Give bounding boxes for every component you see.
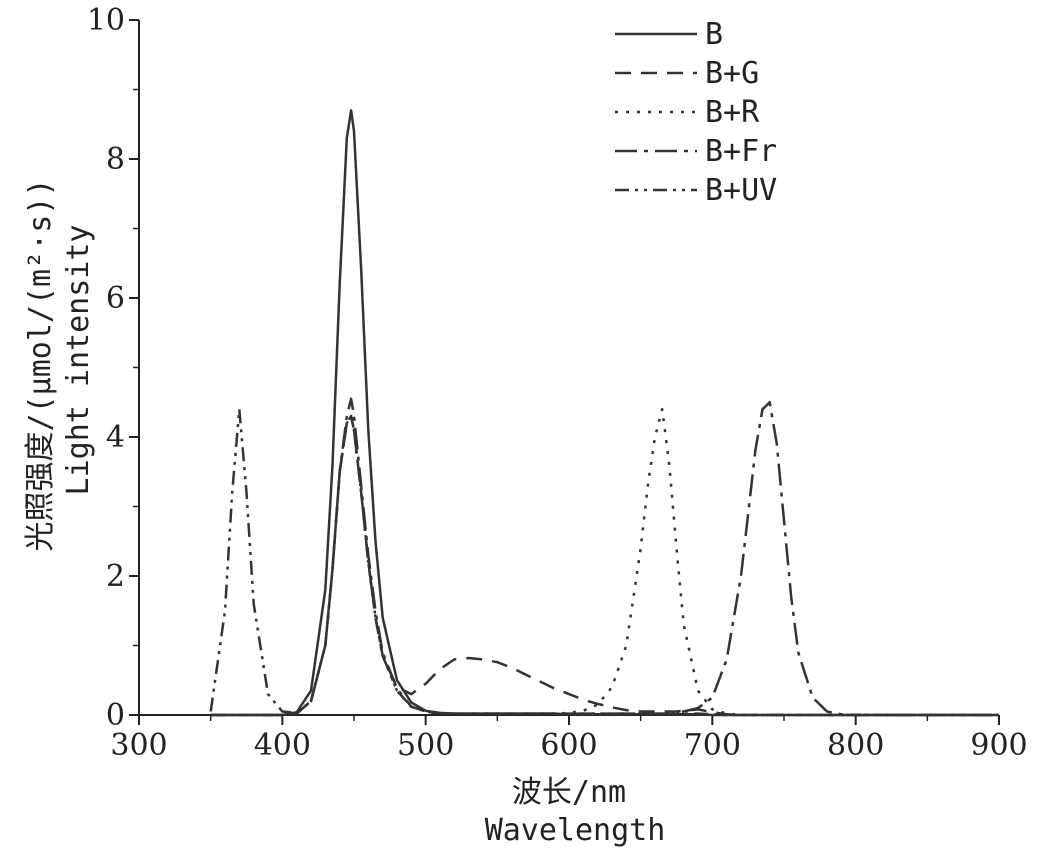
x-tick-label-600: 600 <box>540 728 597 763</box>
x-tick-label-400: 400 <box>254 728 311 763</box>
legend-label-b-g: B+G <box>705 56 759 91</box>
legend-label-b: B <box>705 17 723 52</box>
series-line-b-r <box>210 407 999 717</box>
axis-ticks <box>129 19 1000 725</box>
y-tick-label-10: 10 <box>87 3 125 38</box>
legend-label-b-fr: B+Fr <box>705 134 777 169</box>
y-tick-label-2: 2 <box>106 559 125 594</box>
y-tick-label-8: 8 <box>106 142 125 177</box>
x-tick-label-500: 500 <box>397 728 454 763</box>
x-tick-label-300: 300 <box>110 728 167 763</box>
series-lines <box>209 109 999 717</box>
y-tick-label-6: 6 <box>106 281 125 316</box>
series-line-b-uv <box>209 407 999 717</box>
x-axis-title-en: Wavelength <box>485 813 666 848</box>
legend: B B+G B+R B+Fr B+UV <box>615 17 777 208</box>
y-axis-title-en: Light intensity <box>61 225 96 496</box>
legend-label-b-r: B+R <box>705 95 760 130</box>
x-tick-label-800: 800 <box>827 728 884 763</box>
x-tick-label-900: 900 <box>970 728 1027 763</box>
x-tick-label-700: 700 <box>684 728 741 763</box>
series-line-b-fr <box>210 397 999 717</box>
legend-label-b-uv: B+UV <box>705 173 777 208</box>
series-line-b <box>210 109 999 717</box>
y-axis-title-cn: 光照强度/(μmol/(m²·s)) <box>23 179 58 552</box>
y-tick-label-0: 0 <box>106 698 125 733</box>
x-axis-title-cn: 波长/nm <box>512 775 626 810</box>
series-line-b-g <box>210 414 999 717</box>
axis-tick-labels: 300 400 500 600 700 800 900 0 2 4 6 8 10 <box>87 3 1028 763</box>
y-tick-label-4: 4 <box>106 420 125 455</box>
